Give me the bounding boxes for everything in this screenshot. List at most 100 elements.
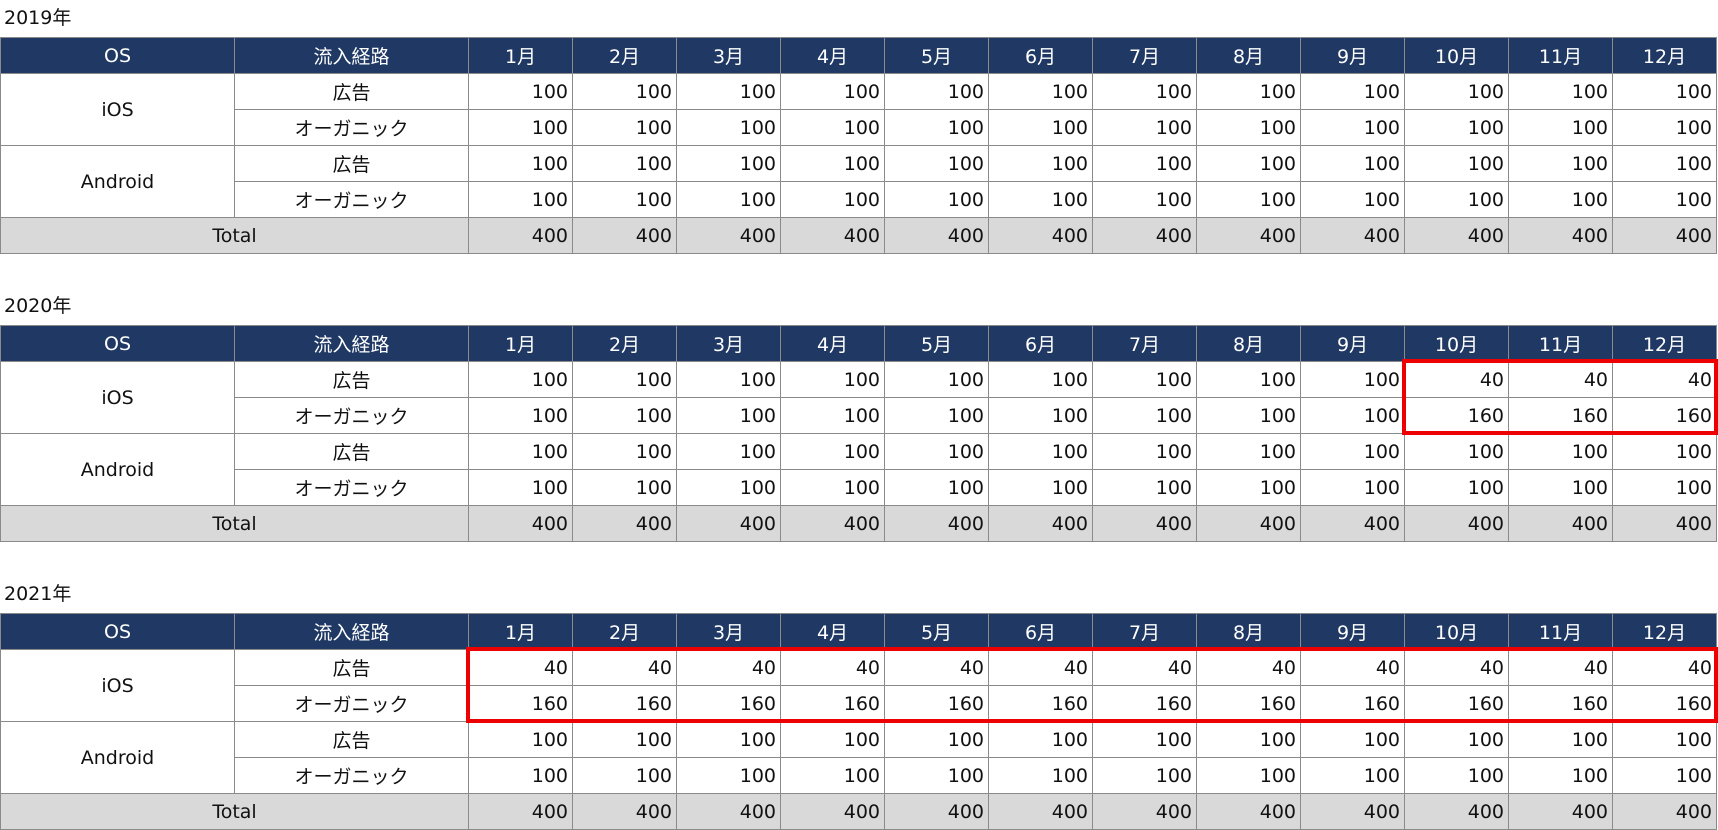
value-cell: 40 xyxy=(468,649,573,686)
header-os: OS xyxy=(0,613,235,650)
value-cell: 100 xyxy=(468,145,573,182)
value-cell: 160 xyxy=(988,685,1093,722)
total-cell: 400 xyxy=(1612,505,1717,542)
value-cell: 100 xyxy=(1508,73,1613,110)
value-cell: 100 xyxy=(1092,109,1197,146)
value-cell: 100 xyxy=(780,397,885,434)
value-cell: 100 xyxy=(1092,73,1197,110)
value-cell: 40 xyxy=(572,649,677,686)
total-cell: 400 xyxy=(780,505,885,542)
value-cell: 100 xyxy=(676,469,781,506)
header-month: 5月 xyxy=(884,325,989,362)
total-cell: 400 xyxy=(1612,793,1717,830)
value-cell: 100 xyxy=(572,145,677,182)
route-cell: オーガニック xyxy=(234,757,469,794)
value-cell: 100 xyxy=(1092,433,1197,470)
value-cell: 100 xyxy=(1300,721,1405,758)
total-cell: 400 xyxy=(1300,793,1405,830)
os-cell: iOS xyxy=(0,361,235,434)
value-cell: 100 xyxy=(1196,397,1301,434)
total-cell: 400 xyxy=(676,217,781,254)
year-label: 2020年 xyxy=(4,295,72,317)
value-cell: 100 xyxy=(1508,721,1613,758)
table-row: オーガニック 100 100 100 100 100 100 100 100 100 100 100 1… xyxy=(1,757,1717,794)
header-route: 流入経路 xyxy=(234,325,469,362)
value-cell: 100 xyxy=(572,721,677,758)
header-month: 12月 xyxy=(1612,613,1717,650)
route-cell: 広告 xyxy=(234,361,469,398)
value-cell: 100 xyxy=(468,721,573,758)
table-row: オーガニック 100 100 100 100 100 100 100 100 100 160 160 1… xyxy=(1,397,1717,434)
total-cell: 400 xyxy=(468,505,573,542)
total-row: Total 400 400 400 400 400 400 400 400 400 400 400 40… xyxy=(0,793,1717,830)
header-month: 11月 xyxy=(1508,37,1613,74)
header-month: 11月 xyxy=(1508,325,1613,362)
route-cell: 広告 xyxy=(234,721,469,758)
value-cell: 40 xyxy=(1300,649,1405,686)
value-cell: 100 xyxy=(884,397,989,434)
value-cell: 40 xyxy=(780,649,885,686)
data-table: OS 流入経路 1月 2月 3月 4月 5月 6月 7月 8月 9月 10月 11月 12月 iOS 広告 10… xyxy=(0,37,1717,254)
total-cell: 400 xyxy=(780,217,885,254)
value-cell: 100 xyxy=(1196,361,1301,398)
value-cell: 100 xyxy=(1092,397,1197,434)
value-cell: 100 xyxy=(1612,109,1717,146)
total-cell: 400 xyxy=(1300,217,1405,254)
os-cell: iOS xyxy=(0,73,235,146)
value-cell: 160 xyxy=(1508,685,1613,722)
table-row: オーガニック 100 100 100 100 100 100 100 100 100 100 100 1… xyxy=(1,469,1717,506)
value-cell: 100 xyxy=(1300,145,1405,182)
value-cell: 100 xyxy=(572,73,677,110)
table-row: iOS 広告 40 40 40 40 40 40 40 40 40 40 40 40 xyxy=(0,649,1717,722)
total-cell: 400 xyxy=(1196,217,1301,254)
value-cell: 100 xyxy=(676,361,781,398)
total-cell: 400 xyxy=(1092,505,1197,542)
value-cell: 100 xyxy=(1092,757,1197,794)
value-cell: 40 xyxy=(676,649,781,686)
value-cell: 100 xyxy=(1508,469,1613,506)
header-month: 8月 xyxy=(1196,613,1301,650)
value-cell: 160 xyxy=(1300,685,1405,722)
total-cell: 400 xyxy=(468,793,573,830)
header-month: 10月 xyxy=(1404,37,1509,74)
header-row: OS 流入経路 1月 2月 3月 4月 5月 6月 7月 8月 9月 10月 11月 12月 xyxy=(0,37,1717,74)
value-cell: 100 xyxy=(1404,433,1509,470)
value-cell: 40 xyxy=(1196,649,1301,686)
value-cell: 100 xyxy=(468,109,573,146)
header-month: 1月 xyxy=(468,325,573,362)
total-cell: 400 xyxy=(884,505,989,542)
data-table: OS 流入経路 1月 2月 3月 4月 5月 6月 7月 8月 9月 10月 11月 12月 iOS 広告 40… xyxy=(0,613,1717,830)
value-cell: 160 xyxy=(1196,685,1301,722)
route-cell: オーガニック xyxy=(234,685,469,722)
value-cell: 100 xyxy=(884,109,989,146)
value-cell: 100 xyxy=(780,73,885,110)
value-cell: 100 xyxy=(1404,757,1509,794)
header-month: 2月 xyxy=(572,37,677,74)
value-cell: 100 xyxy=(1092,721,1197,758)
value-cell: 100 xyxy=(780,181,885,218)
value-cell: 100 xyxy=(572,361,677,398)
total-cell: 400 xyxy=(1092,217,1197,254)
route-cell: オーガニック xyxy=(234,469,469,506)
total-cell: 400 xyxy=(884,793,989,830)
value-cell: 100 xyxy=(780,469,885,506)
value-cell: 100 xyxy=(468,181,573,218)
value-cell: 100 xyxy=(1196,145,1301,182)
value-cell: 100 xyxy=(988,361,1093,398)
value-cell: 100 xyxy=(468,73,573,110)
value-cell: 100 xyxy=(884,469,989,506)
header-row: OS 流入経路 1月 2月 3月 4月 5月 6月 7月 8月 9月 10月 11月 12月 xyxy=(0,325,1717,362)
value-cell: 100 xyxy=(780,721,885,758)
value-cell: 100 xyxy=(468,361,573,398)
value-cell: 100 xyxy=(468,757,573,794)
total-cell: 400 xyxy=(1196,505,1301,542)
value-cell: 40 xyxy=(1092,649,1197,686)
header-route: 流入経路 xyxy=(234,613,469,650)
route-cell: 広告 xyxy=(234,433,469,470)
value-cell: 100 xyxy=(1612,469,1717,506)
value-cell: 100 xyxy=(1092,181,1197,218)
header-month: 2月 xyxy=(572,325,677,362)
route-cell: オーガニック xyxy=(234,397,469,434)
value-cell: 100 xyxy=(1508,757,1613,794)
header-route: 流入経路 xyxy=(234,37,469,74)
